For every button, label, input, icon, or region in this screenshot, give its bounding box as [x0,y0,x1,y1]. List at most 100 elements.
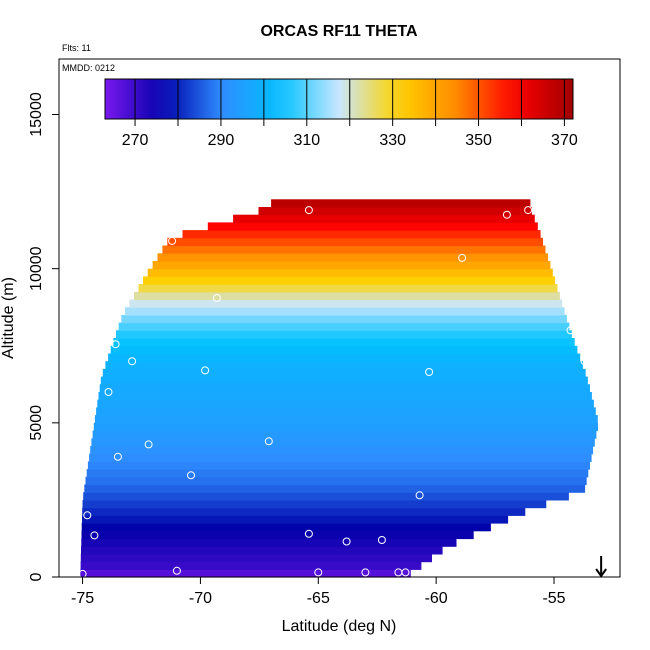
theta-cell [82,507,526,516]
theta-field [80,199,599,578]
colorbar-tick-label: 270 [122,132,149,149]
theta-cell [157,253,548,262]
theta-cell [97,399,594,408]
theta-cell [90,446,594,455]
x-tick-label: -60 [425,590,448,607]
theta-cell [93,422,599,432]
x-tick-label: -55 [542,590,565,607]
theta-cell [182,230,541,239]
theta-cell [91,438,595,447]
theta-cell [124,307,565,316]
x-tick-label: -75 [71,590,94,607]
sample-point [524,206,533,215]
sample-point [415,491,424,500]
theta-cell [162,245,546,254]
sample-points [78,206,603,578]
sample-point [594,486,603,495]
sample-point [594,458,603,467]
theta-cell [80,561,422,570]
theta-cell [89,453,592,462]
theta-cell [167,237,544,247]
colorbar-gradient [104,78,574,120]
sample-point [172,566,181,575]
sample-point [361,568,370,577]
theta-cell [82,515,509,524]
theta-cell [108,353,581,362]
theta-cell [81,530,474,540]
theta-cell [138,284,558,293]
theta-cell [116,330,572,339]
y-tick-label: 5000 [28,405,45,441]
theta-cell [96,407,596,416]
sample-point [458,253,467,262]
colorbar-tick-label: 290 [208,132,235,149]
sample-point [314,568,323,577]
y-tick-label: 15000 [28,92,45,137]
theta-cell [134,291,560,301]
arrow-down-icon [595,556,607,578]
y-tick-label: 10000 [28,246,45,291]
theta-cell [271,199,531,208]
sample-point [304,529,313,538]
sample-point [168,236,177,245]
colorbar-tick-label: 310 [293,132,320,149]
chart-title: ORCAS RF11 THETA [260,23,418,40]
sample-point [83,511,92,520]
x-tick-label: -70 [189,590,212,607]
axes: -75 -70 -65 -60 -55 0 5000 10000 15000 [28,92,566,607]
sample-point [90,531,99,540]
theta-cell [81,546,443,555]
theta-cell [102,368,586,378]
y-axis-label: Altitude (m) [0,277,17,359]
theta-cell [110,345,578,355]
sample-point [342,537,351,546]
theta-cell [94,415,598,424]
theta-cell [85,476,587,486]
theta-cell [80,553,433,563]
date-label: MMDD: 0212 [62,63,115,73]
theta-cell [152,261,551,270]
colorbar-tick-label: 370 [551,132,578,149]
theta-cell [113,338,575,347]
colorbar-tick-label: 330 [379,132,406,149]
theta-cell [121,314,567,324]
theta-cell [99,384,590,393]
theta-cell [147,268,553,277]
theta-cell [118,322,570,331]
sample-point [425,368,434,376]
sample-point [502,210,511,219]
x-axis-label: Latitude (deg N) [282,618,397,635]
theta-cell [83,492,569,501]
theta-cell [80,569,411,578]
theta-cell [92,430,597,439]
sample-point [104,388,113,396]
colorbar: 270 290 310 330 350 370 [104,78,578,149]
theta-cell [233,214,535,223]
theta-cell [143,276,556,285]
sample-point [187,471,195,480]
theta-cell [82,499,547,509]
theta-cell [105,361,583,370]
sample-point [111,340,120,349]
plot-frame [58,58,621,578]
y-tick-label: 0 [28,572,45,581]
sample-point [566,326,575,335]
theta-cell [86,469,589,478]
theta-cell [81,538,457,547]
sample-point [580,357,589,366]
colorbar-tick-label: 350 [465,132,492,149]
sample-point [201,366,210,375]
sample-point [144,440,153,449]
sample-point [212,294,221,302]
theta-cell [258,207,532,216]
theta-cell [98,392,592,401]
arrow-head [595,568,607,578]
theta-cell [100,376,588,385]
theta-cell [207,222,538,231]
theta-cell [87,461,591,470]
sample-point [401,568,410,577]
theta-cell [129,299,563,308]
x-tick-label: -65 [307,590,330,607]
sample-point [304,206,313,215]
